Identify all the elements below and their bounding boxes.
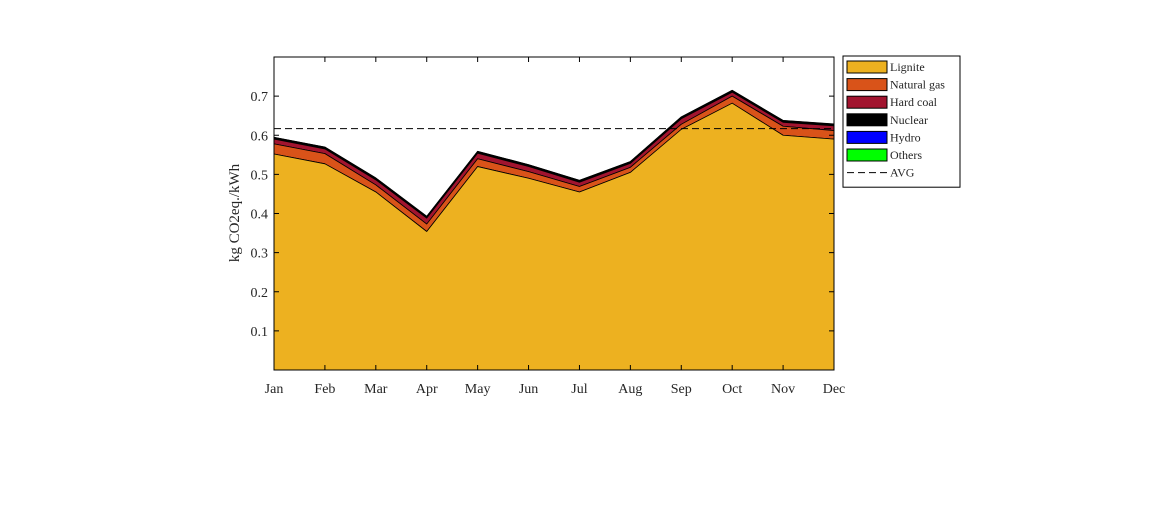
y-tick-label: 0.7 [251,90,269,105]
legend-label-nuclear: Nuclear [890,113,928,127]
y-tick-label: 0.2 [251,286,269,301]
x-tick-label: Oct [722,382,742,397]
x-tick-label: Sep [671,382,692,397]
legend-swatch-hydro [846,130,888,144]
legend-label-lignite: Lignite [890,60,925,74]
legend-label-hard-coal: Hard coal [890,95,938,109]
legend-swatch-nuclear [846,113,888,127]
area-lignite [273,102,835,371]
y-tick-label: 0.6 [251,129,269,144]
legend: Lignite Natural gas Hard coal Nuclear Hydro O… [842,55,961,188]
legend-label-hydro: Hydro [890,130,921,144]
x-tick-label: Feb [314,382,335,397]
x-tick-label: Dec [823,382,846,397]
x-tick-label: Apr [416,382,438,397]
legend-swatch-natural-gas [846,78,888,92]
x-tick-label: Mar [364,382,388,397]
legend-swatch-others [846,148,888,162]
y-tick-label: 0.4 [251,208,269,223]
y-tick-label: 0.3 [251,247,269,262]
legend-label-natural-gas: Natural gas [890,78,945,92]
x-tick-label: May [465,382,491,397]
legend-swatch-lignite [846,60,888,74]
x-tick-label: Jan [265,382,284,397]
y-axis-label: kg CO2eq./kWh [227,163,243,262]
x-tick-label: Aug [618,382,642,397]
legend-swatch-hard-coal [846,95,888,109]
y-tick-label: 0.1 [251,325,269,340]
x-ticks: Jan Feb Mar Apr May Jun Jul Aug Sep Oct Nov Dec [265,57,846,397]
x-tick-label: Jun [519,382,538,397]
y-ticks: 0.1 0.2 0.3 0.4 0.5 0.6 0.7 [251,90,834,340]
x-tick-label: Nov [771,382,795,397]
area-layers [273,89,835,371]
legend-label-others: Others [890,148,922,162]
legend-label-avg: AVG [890,166,915,180]
y-tick-label: 0.5 [251,168,269,183]
x-tick-label: Jul [571,382,587,397]
